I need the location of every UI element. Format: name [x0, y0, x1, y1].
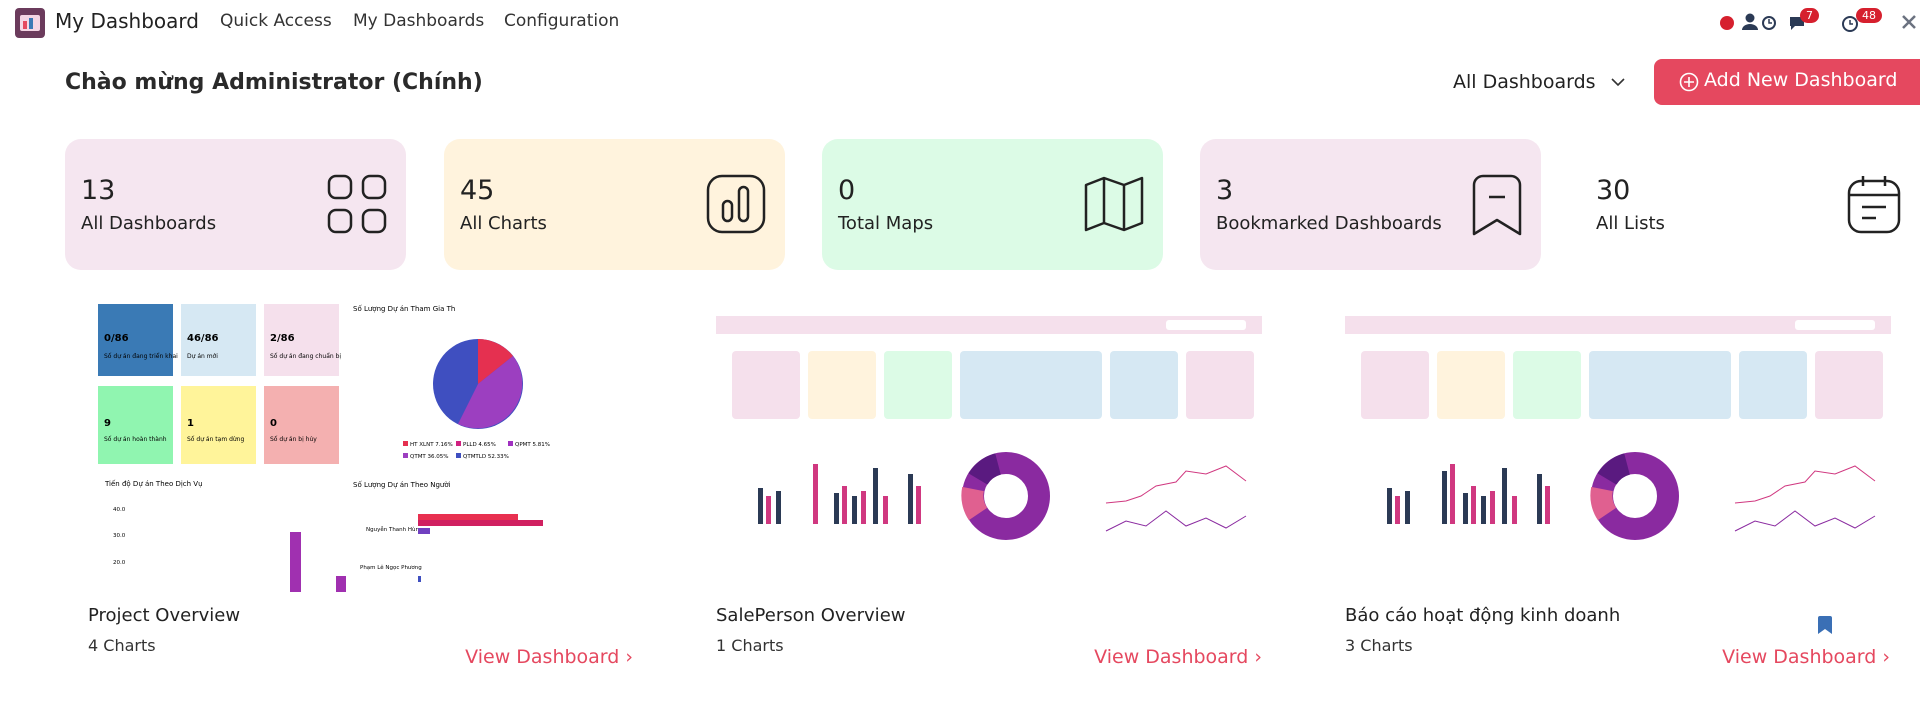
calendar-icon — [1847, 176, 1901, 234]
stat-card[interactable]: 45 All Charts — [444, 139, 785, 270]
preview-name: Phạm Lê Ngọc Phương — [360, 564, 422, 571]
dashboard-preview — [716, 316, 1262, 540]
systray — [1720, 13, 1916, 32]
dashboard-preview — [1345, 316, 1891, 540]
dashboard-preview: 0/86 46/86 2/86 9 1 0 Số dự án đang triển kh… — [98, 304, 550, 592]
badge: 48 — [1856, 8, 1882, 23]
chart-icon — [706, 174, 766, 234]
legend-entry: QTMTLD 52.33% — [463, 454, 509, 460]
stat-value: 13 — [81, 175, 116, 206]
stat-label: All Dashboards — [81, 213, 217, 234]
tile-label: Số dự án đang triển khai — [104, 353, 178, 360]
link-label: View Dashboard — [465, 646, 620, 668]
view-link[interactable]: View Dashboard › — [1722, 646, 1890, 668]
tile-value: 0 — [270, 418, 277, 429]
nav-item[interactable]: My Dashboards — [353, 11, 485, 31]
view-link[interactable]: View Dashboard › — [465, 646, 633, 668]
preview-name: Nguyễn Thanh Hùng — [366, 526, 423, 533]
stat-card[interactable]: 30 All Lists — [1580, 139, 1920, 270]
legend-entry: QPMT 5.81% — [515, 442, 550, 448]
add-button[interactable]: Add New Dashboard — [1654, 59, 1920, 105]
chevron — [1611, 78, 1625, 87]
preview-title: Tiến độ Dự án Theo Dịch Vụ — [104, 480, 203, 488]
tile-value: 9 — [104, 418, 111, 429]
dashboard-title: SalePerson Overview — [716, 605, 906, 626]
stat-label: All Lists — [1596, 213, 1665, 234]
badge: 7 — [1800, 8, 1819, 23]
chart-count: 4 Charts — [88, 636, 156, 655]
preview-tick: 40.0 — [113, 507, 126, 513]
link-label: View Dashboard — [1722, 646, 1877, 668]
logo — [15, 8, 45, 38]
tile-value: 46/86 — [187, 333, 219, 344]
stat-card[interactable]: 0 Total Maps — [822, 139, 1163, 270]
page-title: Chào mừng Administrator (Chính) — [65, 70, 483, 95]
chart-count: 3 Charts — [1345, 636, 1413, 655]
tile-label: Số dự án hoàn thành — [104, 436, 167, 443]
stat-value: 30 — [1596, 175, 1631, 206]
tile-label: Số dự án tạm dừng — [187, 436, 244, 443]
tile-value: 1 — [187, 418, 194, 429]
bookmark-icon — [1472, 174, 1522, 236]
tile-label: Dự án mới — [187, 353, 218, 360]
stat-label: Total Maps — [838, 213, 934, 234]
stat-label: All Charts — [460, 213, 547, 234]
dashboard-title: Báo cáo hoạt động kinh doanh — [1345, 605, 1621, 626]
preview-tick: 20.0 — [113, 560, 126, 566]
chart-count: 1 Charts — [716, 636, 784, 655]
tile-label: Số dự án bị hủy — [270, 436, 317, 443]
view-link[interactable]: View Dashboard › — [1094, 646, 1262, 668]
nav-item[interactable]: Quick Access — [220, 11, 332, 31]
tile-value: 2/86 — [270, 333, 295, 344]
tile-value: 0/86 — [104, 333, 129, 344]
legend-entry: QTMT 36.05% — [410, 454, 449, 460]
stat-value: 45 — [460, 175, 495, 206]
tile-label: Số dự án đang chuẩn bị — [270, 353, 341, 360]
map-icon — [1084, 176, 1144, 232]
brand[interactable]: My Dashboard — [55, 9, 199, 33]
preview-title: Số Lượng Dự án Theo Người — [353, 481, 451, 489]
dashboard-title: Project Overview — [88, 605, 241, 626]
plus-icon — [1679, 72, 1699, 92]
button-label: Add New Dashboard — [1704, 69, 1898, 91]
stat-card[interactable]: 3 Bookmarked Dashboards — [1200, 139, 1541, 270]
stat-value: 0 — [838, 175, 856, 206]
grid-icon — [327, 174, 387, 234]
legend-entry: HT XLNT 7.16% — [410, 442, 453, 448]
stat-value: 3 — [1216, 175, 1234, 206]
stat-card[interactable]: 13 All Dashboards — [65, 139, 406, 270]
dashboard-filter[interactable]: All Dashboards — [1453, 71, 1596, 93]
nav-item[interactable]: Configuration — [504, 11, 620, 31]
preview-tick: 30.0 — [113, 533, 126, 539]
stat-label: Bookmarked Dashboards — [1216, 213, 1442, 234]
link-label: View Dashboard — [1094, 646, 1249, 668]
legend-entry: PLLD 4.65% — [463, 442, 496, 448]
preview-title: Số Lượng Dự án Tham Gia Th — [353, 305, 455, 313]
bookmark-badge[interactable] — [1816, 615, 1834, 635]
